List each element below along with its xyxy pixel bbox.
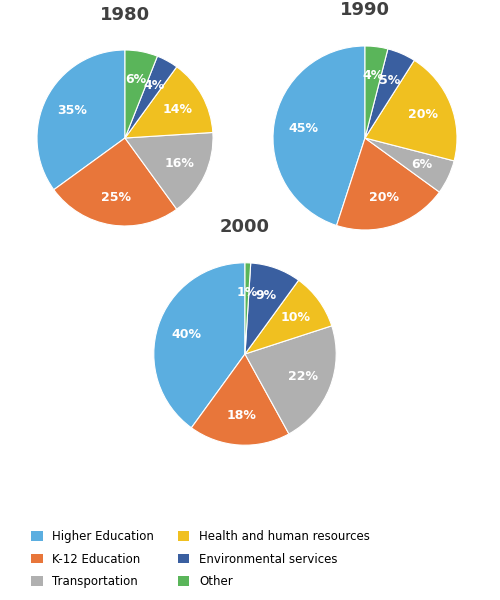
Wedge shape (245, 280, 332, 354)
Wedge shape (37, 50, 125, 190)
Text: 18%: 18% (226, 409, 256, 422)
Text: 35%: 35% (56, 104, 86, 118)
Wedge shape (245, 263, 250, 354)
Wedge shape (365, 46, 388, 138)
Wedge shape (192, 354, 289, 445)
Text: 1%: 1% (236, 286, 258, 299)
Wedge shape (273, 46, 365, 226)
Wedge shape (365, 49, 414, 138)
Text: 4%: 4% (143, 79, 165, 92)
Wedge shape (154, 263, 245, 428)
Text: 6%: 6% (411, 158, 432, 171)
Wedge shape (365, 61, 457, 161)
Text: 5%: 5% (379, 74, 400, 87)
Text: 9%: 9% (256, 289, 276, 302)
Text: 20%: 20% (408, 109, 438, 121)
Legend: Higher Education, K-12 Education, Transportation, Health and human resources, En: Higher Education, K-12 Education, Transp… (31, 530, 370, 588)
Wedge shape (125, 67, 213, 138)
Text: 4%: 4% (362, 70, 384, 82)
Wedge shape (125, 133, 213, 209)
Wedge shape (245, 263, 298, 354)
Text: 14%: 14% (162, 103, 192, 116)
Text: 10%: 10% (280, 311, 310, 324)
Wedge shape (336, 138, 440, 230)
Wedge shape (125, 50, 158, 138)
Wedge shape (54, 138, 176, 226)
Text: 16%: 16% (164, 157, 194, 170)
Text: 22%: 22% (288, 370, 318, 383)
Text: 40%: 40% (171, 328, 201, 341)
Title: 2000: 2000 (220, 218, 270, 236)
Text: 45%: 45% (288, 122, 318, 135)
Text: 20%: 20% (370, 191, 400, 204)
Wedge shape (245, 326, 336, 434)
Wedge shape (365, 138, 454, 192)
Text: 6%: 6% (126, 73, 147, 86)
Title: 1990: 1990 (340, 1, 390, 19)
Title: 1980: 1980 (100, 5, 150, 23)
Wedge shape (125, 56, 176, 138)
Text: 25%: 25% (100, 191, 130, 203)
